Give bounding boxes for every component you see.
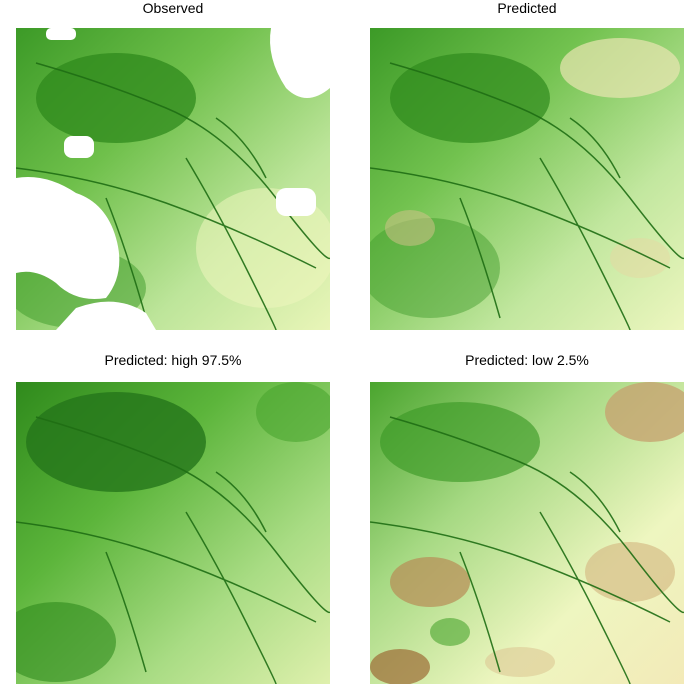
raster-map-predicted — [370, 28, 684, 330]
raster-map-predicted-high — [16, 382, 330, 684]
raster-image-predicted-high — [16, 382, 330, 684]
raster-image-predicted-low — [370, 382, 684, 684]
raster-image-observed — [16, 28, 330, 330]
panel-title-predicted-low: Predicted: low 2.5% — [465, 352, 589, 368]
raster-map-predicted-low — [370, 382, 684, 684]
panel-title-predicted: Predicted — [497, 0, 557, 16]
raster-map-observed — [16, 28, 330, 330]
panel-title-observed: Observed — [142, 0, 204, 16]
raster-image-predicted — [370, 28, 684, 330]
panel-title-predicted-high: Predicted: high 97.5% — [104, 352, 242, 368]
